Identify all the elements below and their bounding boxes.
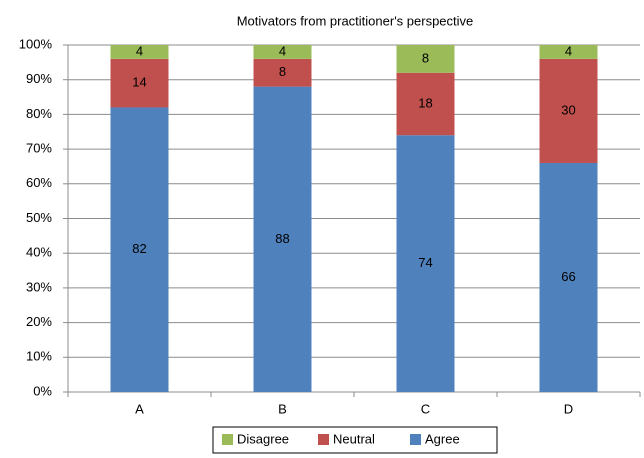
data-label: 4 — [136, 43, 143, 58]
legend-swatch — [222, 434, 233, 445]
legend-label: Disagree — [237, 431, 289, 446]
data-label: 74 — [418, 255, 432, 270]
y-tick-label: 40% — [26, 245, 52, 260]
bar-segment — [253, 86, 312, 392]
bar-segment — [253, 58, 312, 87]
y-tick-label: 100% — [19, 36, 53, 51]
data-label: 82 — [132, 241, 146, 256]
y-tick-label: 60% — [26, 175, 52, 190]
data-label: 30 — [561, 102, 575, 117]
data-label: 14 — [132, 75, 146, 90]
legend-swatch — [318, 434, 329, 445]
data-label: 88 — [275, 231, 289, 246]
x-tick-label: B — [278, 401, 287, 416]
chart-title: Motivators from practitioner's perspecti… — [237, 13, 474, 28]
bar-segment — [396, 135, 455, 392]
legend-label: Agree — [425, 431, 460, 446]
bar-segment — [253, 45, 312, 59]
legend-label: Neutral — [333, 431, 375, 446]
y-tick-label: 90% — [26, 71, 52, 86]
y-tick-label: 50% — [26, 210, 52, 225]
x-tick-label: D — [564, 401, 573, 416]
bar-segment — [539, 162, 598, 392]
bar-segment — [539, 45, 598, 59]
data-label: 8 — [422, 50, 429, 65]
data-label: 66 — [561, 269, 575, 284]
bar-segment — [110, 58, 169, 108]
x-tick-label: A — [135, 401, 144, 416]
data-label: 8 — [279, 64, 286, 79]
y-tick-label: 10% — [26, 349, 52, 364]
data-label: 4 — [565, 43, 572, 58]
legend-box — [212, 426, 498, 454]
y-tick-label: 30% — [26, 279, 52, 294]
bar-segment — [396, 72, 455, 136]
y-tick-label: 80% — [26, 106, 52, 121]
y-tick-label: 70% — [26, 141, 52, 156]
bar-segment — [539, 58, 598, 163]
data-label: 18 — [418, 95, 432, 110]
bar-segment — [110, 45, 169, 59]
data-label: 4 — [279, 43, 286, 58]
y-tick-label: 0% — [33, 383, 52, 398]
x-tick-label: C — [421, 401, 430, 416]
y-tick-label: 20% — [26, 314, 52, 329]
legend-swatch — [410, 434, 421, 445]
bar-segment — [396, 45, 455, 73]
bar-segment — [110, 107, 169, 393]
